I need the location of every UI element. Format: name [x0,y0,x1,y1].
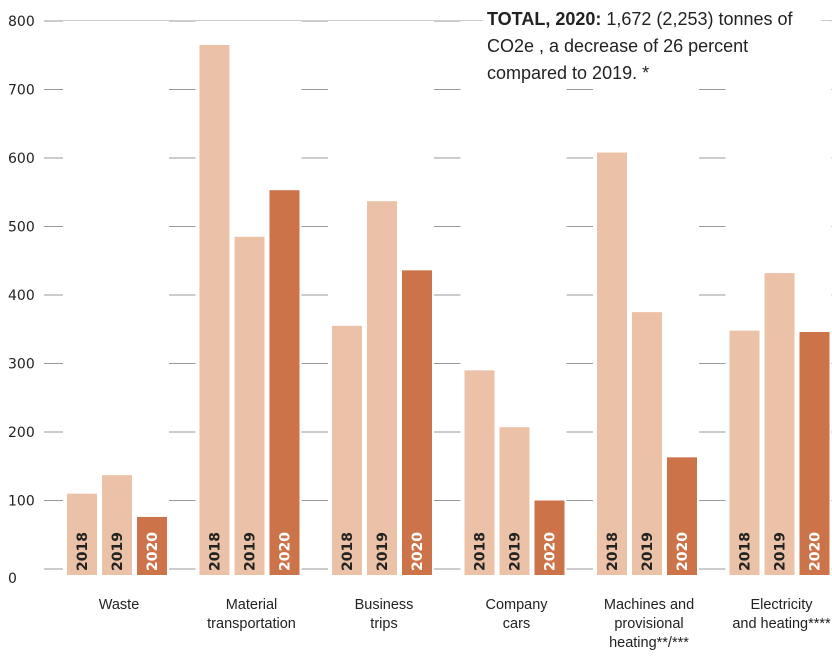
total-annotation: TOTAL, 2020: 1,672 (2,253) tonnes of CO2… [483,6,821,87]
bar-2020-5 [799,331,830,575]
category-label-line: trips [370,616,397,632]
bar-2018-0 [67,493,97,575]
bar-2019-1 [234,236,265,575]
bar-group-3: 2018 2019 2020 [460,21,567,577]
category-label-line: transportation [207,616,296,632]
bar-groups: 2018 2019 2020 2018 2019 2020 2018 2019 2020 2018… [63,21,832,577]
bar-year-label-2018-3: 2018 [473,532,489,571]
bar-2019-3 [499,427,530,575]
y-tick-label-200: 200 [8,425,35,441]
bar-2019-4 [632,312,662,575]
y-tick-label-600: 600 [8,151,35,167]
category-label-line: heating**/*** [609,635,689,651]
bar-2020-3 [534,500,565,575]
bar-year-label-2018-5: 2018 [738,532,754,571]
category-label-4: Machines and provisional heating**/*** [604,597,694,651]
category-label-line: cars [503,616,530,632]
bar-year-label-2019-3: 2019 [508,532,524,571]
total-annotation-label: TOTAL, 2020: [487,9,602,29]
bar-group-5: 2018 2019 2020 [725,21,832,577]
bar-group-4: 2018 2019 2020 [593,21,699,577]
category-label-line: and heating**** [732,616,831,632]
bar-2018-5 [729,330,760,575]
bar-2018-1 [199,44,230,576]
bar-year-label-2019-5: 2019 [773,532,789,571]
y-tick-label-500: 500 [8,220,35,236]
bar-group-0: 2018 2019 2020 [63,21,169,577]
y-tick-label-300: 300 [8,357,35,373]
bar-year-label-2019-4: 2019 [640,532,656,571]
category-label-1: Material transportation [207,597,296,632]
bar-group-1: 2018 2019 2020 [195,21,302,577]
category-label-line: Material [226,597,278,613]
x-axis: Waste Material transportation Business trips… [99,597,831,651]
bar-2020-1 [269,190,300,575]
bar-year-label-2020-2: 2020 [410,532,426,571]
y-tick-label-800: 800 [8,14,35,30]
y-tick-label-400: 400 [8,288,35,304]
bar-2019-2 [367,201,397,575]
y-tick-label-700: 700 [8,83,35,99]
bar-2020-0 [137,516,167,575]
bar-year-label-2020-3: 2020 [543,532,559,571]
category-label-line: Machines and [604,597,694,613]
bar-2018-2 [332,325,362,575]
bar-year-label-2019-2: 2019 [375,532,391,571]
bar-group-2: 2018 2019 2020 [328,21,434,577]
category-label-line: Business [355,597,414,613]
category-label-line: provisional [614,616,683,632]
category-label-0: Waste [99,597,140,613]
category-label-line: Company [485,597,548,613]
bar-year-label-2019-1: 2019 [243,532,259,571]
y-axis: 0 100 200 300 400 500 600 700 800 [8,14,35,587]
bar-2020-4 [667,457,697,575]
total-annotation-text: 1,672 (2,253) tonnes of CO2e , a decreas… [487,9,793,83]
bar-year-label-2020-0: 2020 [145,532,161,571]
category-label-3: Company cars [485,597,548,632]
category-label-line: Waste [99,597,140,613]
bar-2019-0 [102,475,132,575]
bar-year-label-2018-4: 2018 [605,532,621,571]
bar-year-label-2020-4: 2020 [675,532,691,571]
category-label-2: Business trips [355,597,414,632]
grid-lines [44,20,832,570]
bar-year-label-2018-2: 2018 [340,532,356,571]
bar-2018-3 [464,370,495,575]
bar-year-label-2020-1: 2020 [278,532,294,571]
bar-year-label-2019-0: 2019 [110,532,126,571]
bar-year-label-2020-5: 2020 [808,532,824,571]
category-label-line: Electricity [750,597,813,613]
category-label-5: Electricity and heating**** [732,597,831,632]
bar-2018-4 [597,152,627,575]
y-tick-label-100: 100 [8,494,35,510]
bar-2020-2 [402,270,432,575]
bar-year-label-2018-0: 2018 [75,532,91,571]
bar-year-label-2018-1: 2018 [208,532,224,571]
bar-2019-5 [764,273,795,575]
y-tick-label-0: 0 [8,571,17,587]
